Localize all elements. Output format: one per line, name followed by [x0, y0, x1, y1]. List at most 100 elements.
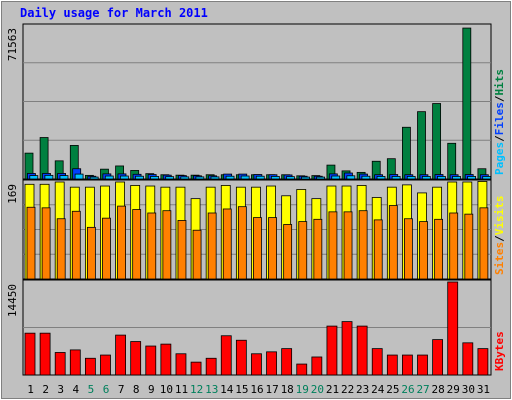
x-tick-label-day-31: 31: [477, 383, 490, 396]
bar-sites-day-26: [404, 218, 413, 280]
legend-entry: /: [493, 135, 506, 142]
bar-kbytes-day-9: [145, 345, 157, 376]
x-tick-label-day-12: 12: [190, 383, 203, 396]
bar-sites-day-6: [102, 217, 111, 280]
x-tick-label-day-3: 3: [57, 383, 64, 396]
bar-kbytes-day-22: [341, 321, 353, 376]
bar-kbytes-day-17: [266, 351, 277, 376]
bar-kbytes-day-10: [160, 343, 172, 376]
bar-pages-day-3: [59, 175, 69, 180]
bar-hits-day-27: [417, 111, 426, 180]
bar-sites-day-7: [117, 205, 126, 280]
bar-pages-day-10: [165, 176, 175, 180]
bar-pages-day-2: [44, 174, 54, 180]
x-tick-label-day-9: 9: [148, 383, 155, 396]
bar-sites-day-18: [283, 224, 293, 280]
bar-pages-day-11: [180, 176, 190, 180]
x-tick-label-day-28: 28: [432, 383, 445, 396]
bar-sites-day-30: [464, 213, 474, 280]
bar-kbytes-day-2: [39, 332, 51, 376]
panel-traffic: 14450 KBytes: [6, 279, 506, 376]
x-tick-label-day-21: 21: [326, 383, 339, 396]
bar-pages-day-15: [240, 175, 250, 180]
bar-sites-day-20: [313, 218, 323, 280]
bar-pages-day-27: [421, 176, 431, 180]
bar-pages-day-14: [225, 175, 235, 180]
bar-kbytes-day-8: [130, 341, 142, 376]
x-tick-label-day-18: 18: [281, 383, 294, 396]
x-tick-label-day-6: 6: [103, 383, 110, 396]
x-tick-label-day-22: 22: [341, 383, 354, 396]
bar-sites-day-27: [419, 221, 428, 280]
bar-pages-day-1: [29, 175, 39, 180]
bar-pages-day-29: [452, 176, 461, 180]
bar-pages-day-16: [255, 175, 265, 180]
bar-kbytes-day-1: [24, 332, 36, 376]
bar-sites-day-9: [147, 212, 157, 280]
bar-kbytes-day-26: [402, 354, 413, 376]
bar-pages-day-18: [286, 176, 295, 180]
chart-title: Daily usage for March 2011: [20, 6, 208, 20]
x-tick-label-day-4: 4: [73, 383, 80, 396]
bar-pages-day-6: [104, 175, 114, 180]
bar-kbytes-day-14: [220, 335, 232, 376]
bar-kbytes-day-16: [251, 353, 262, 376]
bar-pages-day-4: [74, 173, 84, 180]
bar-kbytes-day-19: [296, 363, 308, 376]
x-tick-label-day-24: 24: [371, 383, 385, 396]
bar-pages-day-17: [270, 176, 280, 180]
bar-kbytes-day-18: [281, 348, 293, 376]
bar-pages-day-8: [135, 175, 144, 180]
bar-pages-day-21: [331, 175, 341, 180]
x-tick-label-day-29: 29: [447, 383, 460, 396]
bar-pages-day-9: [150, 176, 159, 180]
bar-sites-day-1: [26, 206, 36, 280]
bar-pages-day-23: [361, 175, 371, 180]
bar-kbytes-day-31: [477, 348, 489, 376]
bar-pages-day-31: [482, 176, 492, 180]
y-axis-max-label: 71563: [6, 28, 19, 61]
bar-hits-day-2: [39, 137, 49, 180]
bar-hits-day-28: [432, 103, 442, 180]
panel-visitors: 169 Sites/Visits: [6, 179, 506, 280]
bar-kbytes-day-11: [175, 353, 187, 376]
legend-entry: Hits: [493, 69, 506, 96]
legend-entry: Pages: [493, 142, 506, 175]
bar-kbytes-day-6: [100, 354, 111, 376]
bar-kbytes-day-20: [311, 356, 323, 376]
legend-entry: KBytes: [493, 331, 506, 371]
bar-sites-day-24: [373, 219, 383, 280]
x-tick-label-day-15: 15: [235, 383, 248, 396]
x-tick-label-day-11: 11: [175, 383, 188, 396]
bar-pages-day-20: [316, 176, 326, 180]
bar-pages-day-26: [406, 176, 416, 180]
x-tick-label-day-8: 8: [133, 383, 140, 396]
bar-kbytes-day-15: [235, 339, 247, 376]
bar-pages-day-25: [391, 176, 401, 180]
bar-kbytes-day-21: [326, 325, 338, 376]
bar-sites-day-5: [86, 226, 96, 280]
bar-sites-day-13: [207, 212, 217, 280]
x-tick-label-day-27: 27: [416, 383, 429, 396]
x-tick-label-day-26: 26: [401, 383, 414, 396]
bar-kbytes-day-5: [84, 357, 96, 376]
bar-kbytes-day-23: [356, 325, 368, 376]
bar-kbytes-day-12: [190, 361, 202, 376]
bar-kbytes-day-27: [417, 354, 428, 376]
bar-sites-day-25: [388, 205, 398, 280]
legend-entry: Files: [493, 102, 506, 135]
legend-entry: Visits: [493, 196, 506, 236]
bar-sites-day-4: [71, 210, 81, 280]
bar-pages-day-28: [437, 176, 446, 180]
x-tick-label-day-7: 7: [118, 383, 125, 396]
bar-sites-day-12: [192, 229, 202, 280]
bar-sites-day-15: [237, 206, 247, 280]
panel-legend: Pages/Files/Hits: [493, 69, 506, 175]
bar-sites-day-17: [268, 217, 277, 280]
legend-entry: Sites: [493, 242, 506, 275]
bar-sites-day-23: [358, 210, 368, 280]
